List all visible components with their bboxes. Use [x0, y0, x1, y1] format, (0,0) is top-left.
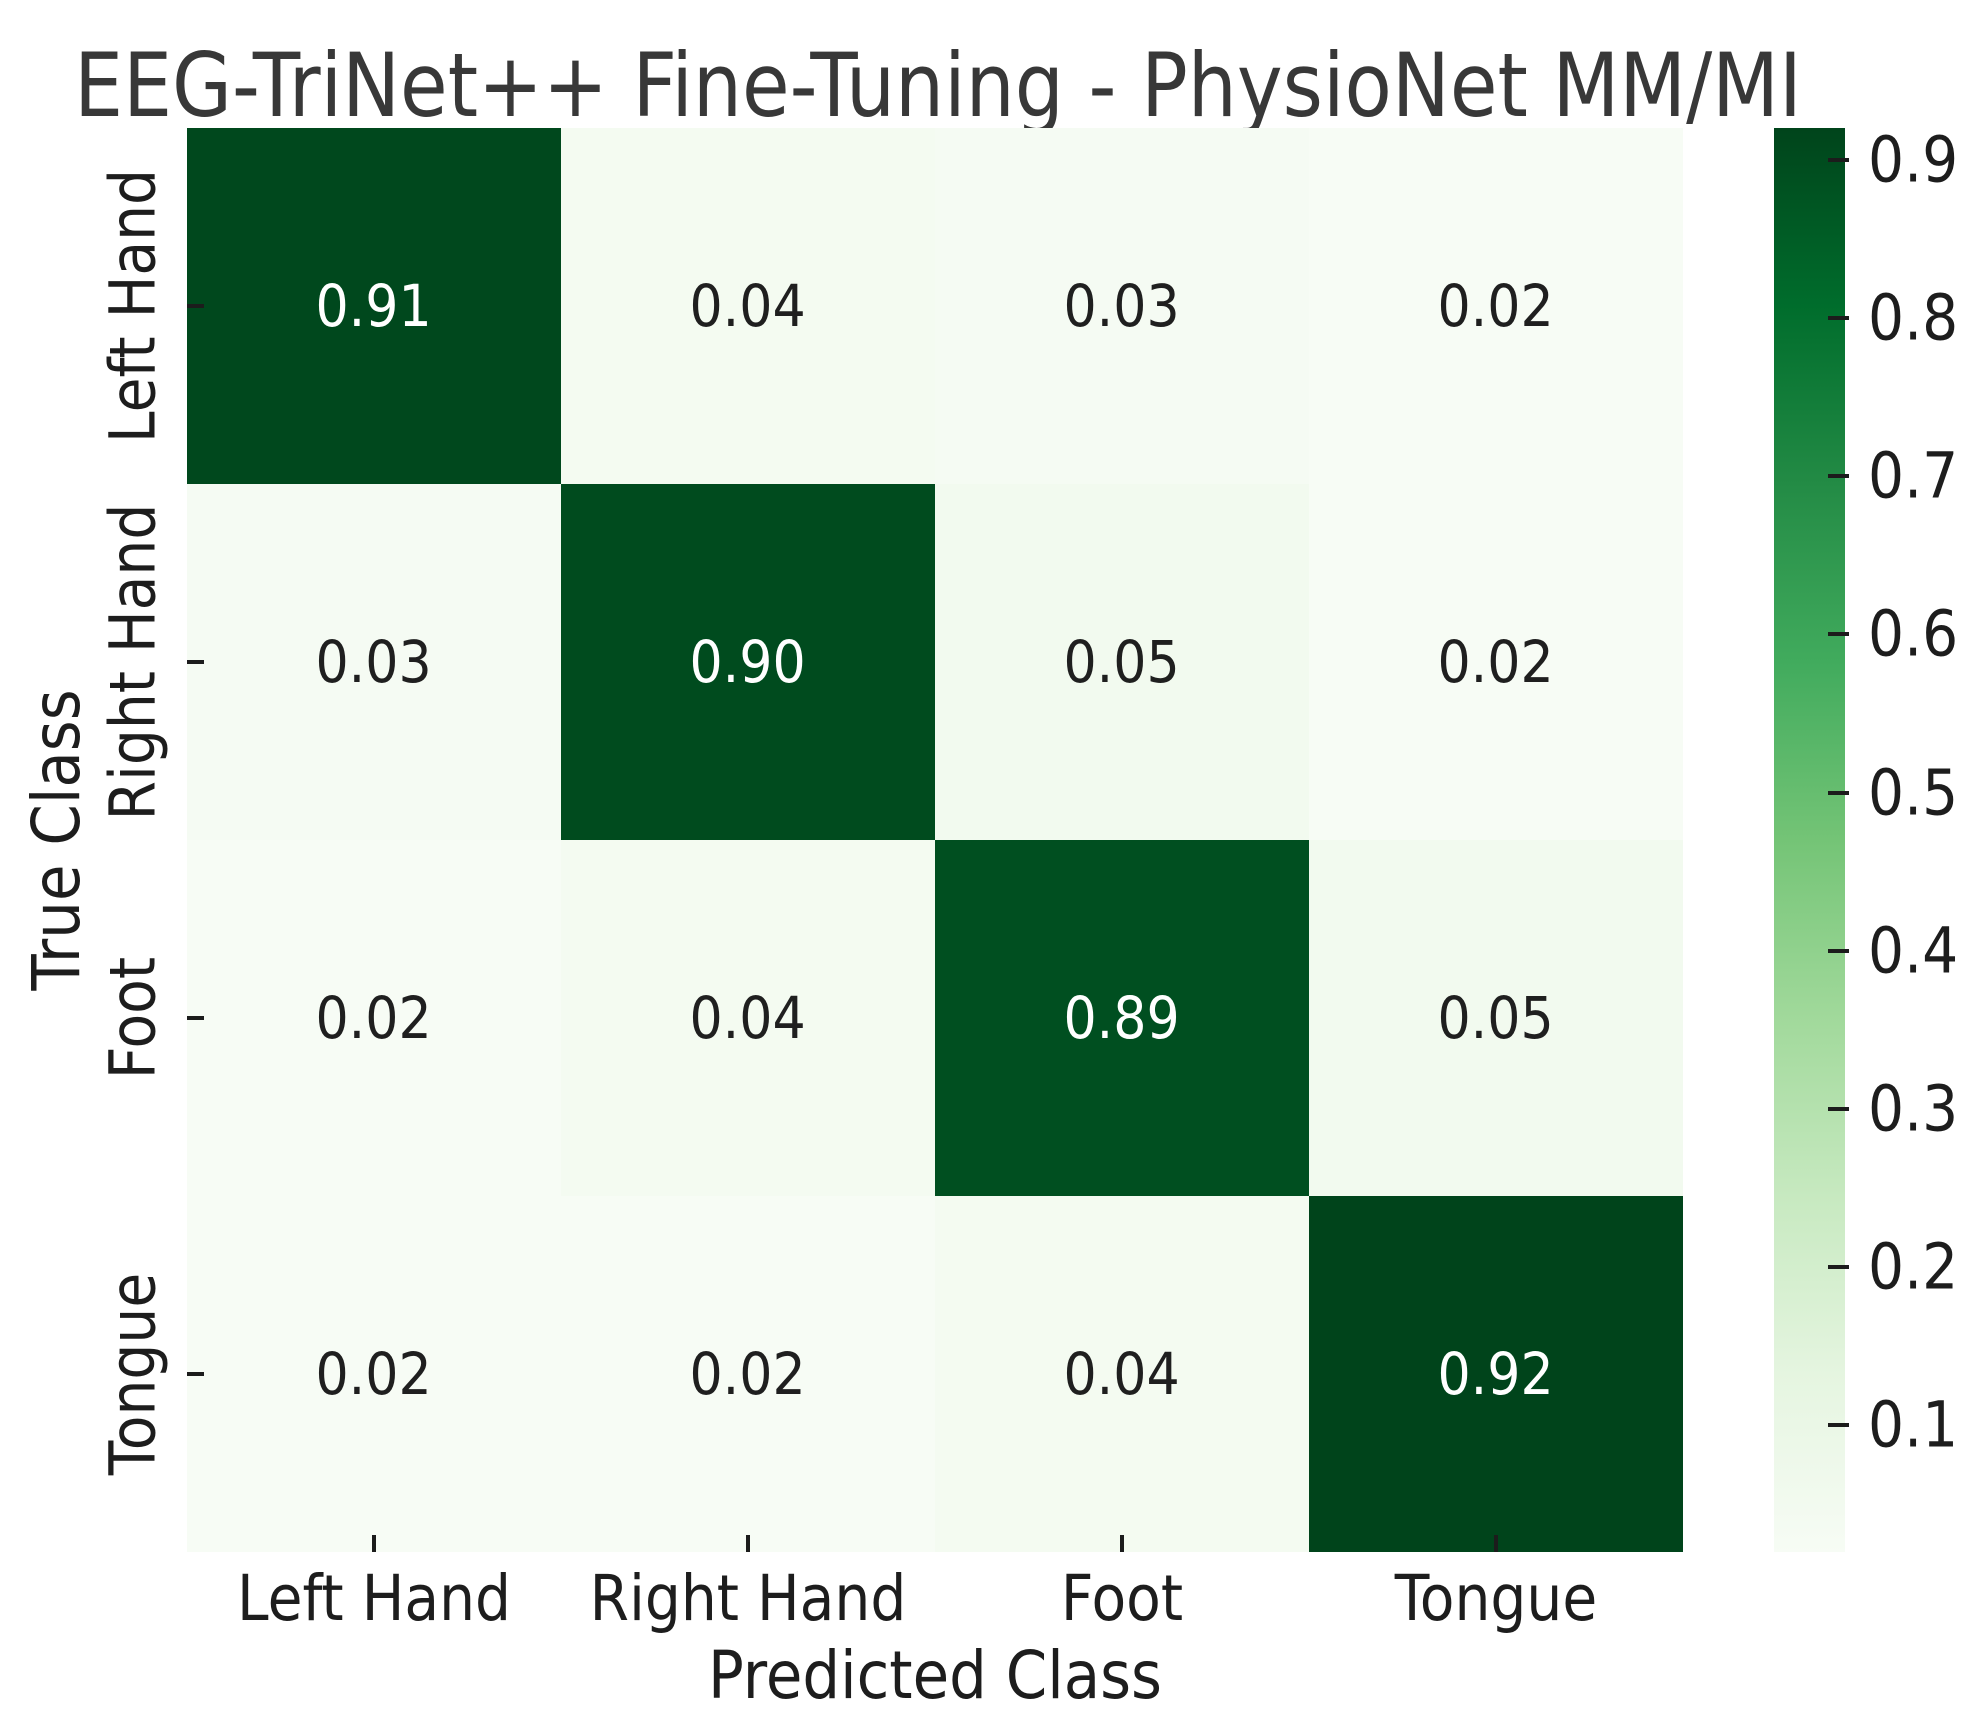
x-tick-label-tongue: Tongue	[1394, 1562, 1598, 1635]
x-tick-label-right-hand: Right Hand	[589, 1562, 907, 1635]
cell-value: 0.02	[315, 984, 433, 1052]
colorbar-tick-mark-0.4	[1828, 948, 1849, 953]
x-tick-mark-left-hand	[372, 1535, 376, 1552]
chart-title: EEG-TriNet++ Fine-Tuning - PhysioNet MM/…	[74, 34, 1802, 137]
y-tick-label-right-hand: Right Hand	[96, 503, 170, 821]
heatmap-cell-r1c3: 0.02	[1309, 484, 1683, 840]
x-tick-mark-foot	[1120, 1535, 1124, 1552]
colorbar-tick-mark-0.2	[1828, 1265, 1849, 1270]
colorbar-tick-label-0.2: 0.2	[1868, 1230, 1959, 1304]
y-tick-label-foot: Foot	[96, 956, 170, 1080]
colorbar-tick-label-0.5: 0.5	[1868, 756, 1959, 830]
heatmap-cell-r0c1: 0.04	[561, 128, 935, 484]
cell-value: 0.03	[315, 628, 433, 696]
y-tick-mark-right-hand	[187, 660, 204, 664]
cell-value: 0.04	[689, 984, 807, 1052]
heatmap-cell-r2c3: 0.05	[1309, 840, 1683, 1196]
cell-value: 0.04	[689, 272, 807, 340]
colorbar-tick-mark-0.8	[1828, 315, 1849, 320]
heatmap-cell-r3c3: 0.92	[1309, 1196, 1683, 1552]
x-tick-label-foot: Foot	[1060, 1562, 1184, 1635]
heatmap-cell-r2c0: 0.02	[187, 840, 561, 1196]
cell-value: 0.03	[1063, 272, 1181, 340]
colorbar	[1774, 128, 1845, 1552]
x-axis-label: Predicted Class	[707, 1637, 1163, 1714]
colorbar-tick-label-0.9: 0.9	[1868, 123, 1959, 197]
colorbar-tick-mark-0.1	[1828, 1423, 1849, 1428]
colorbar-tick-label-0.1: 0.1	[1868, 1388, 1959, 1462]
heatmap-cell-r2c1: 0.04	[561, 840, 935, 1196]
x-tick-label-left-hand: Left Hand	[236, 1562, 512, 1635]
cell-value: 0.02	[1437, 628, 1555, 696]
colorbar-tick-label-0.6: 0.6	[1868, 597, 1959, 671]
heatmap-cell-r1c0: 0.03	[187, 484, 561, 840]
heatmap-cell-r0c0: 0.91	[187, 128, 561, 484]
cell-value: 0.91	[315, 272, 433, 340]
colorbar-tick-mark-0.6	[1828, 632, 1849, 637]
y-tick-mark-tongue	[187, 1372, 204, 1376]
cell-value: 0.90	[689, 628, 807, 696]
heatmap-cell-r2c2: 0.89	[935, 840, 1309, 1196]
cell-value: 0.02	[315, 1340, 433, 1408]
x-tick-mark-right-hand	[746, 1535, 750, 1552]
cell-value: 0.05	[1437, 984, 1555, 1052]
y-tick-label-tongue: Tongue	[96, 1272, 170, 1476]
cell-value: 0.02	[1437, 272, 1555, 340]
colorbar-tick-label-0.8: 0.8	[1868, 281, 1959, 355]
heatmap-cell-r3c0: 0.02	[187, 1196, 561, 1552]
cell-value: 0.04	[1063, 1340, 1181, 1408]
heatmap-cell-r1c2: 0.05	[935, 484, 1309, 840]
colorbar-tick-mark-0.7	[1828, 474, 1849, 479]
colorbar-tick-label-0.3: 0.3	[1868, 1072, 1959, 1146]
heatmap-cell-r0c3: 0.02	[1309, 128, 1683, 484]
colorbar-tick-label-0.7: 0.7	[1868, 439, 1959, 513]
y-tick-mark-foot	[187, 1016, 204, 1020]
heatmap-cell-r3c2: 0.04	[935, 1196, 1309, 1552]
y-axis-label: True Class	[18, 689, 95, 991]
cell-value: 0.05	[1063, 628, 1181, 696]
cell-value: 0.02	[689, 1340, 807, 1408]
colorbar-tick-mark-0.9	[1828, 157, 1849, 162]
heatmap-cell-r3c1: 0.02	[561, 1196, 935, 1552]
y-tick-mark-left-hand	[187, 304, 204, 308]
y-tick-label-left-hand: Left Hand	[96, 168, 170, 444]
colorbar-tick-mark-0.5	[1828, 790, 1849, 795]
cell-value: 0.92	[1437, 1340, 1555, 1408]
heatmap-cell-r1c1: 0.90	[561, 484, 935, 840]
heatmap-cell-r0c2: 0.03	[935, 128, 1309, 484]
colorbar-tick-mark-0.3	[1828, 1106, 1849, 1111]
colorbar-tick-label-0.4: 0.4	[1868, 914, 1959, 988]
cell-value: 0.89	[1063, 984, 1181, 1052]
x-tick-mark-tongue	[1494, 1535, 1498, 1552]
